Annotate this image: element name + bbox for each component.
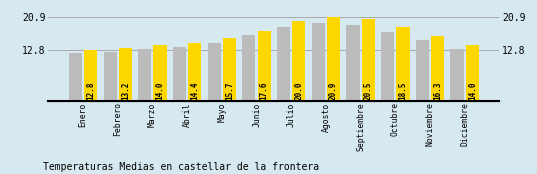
Bar	[104, 52, 117, 101]
Text: 17.6: 17.6	[260, 81, 268, 100]
Bar	[242, 35, 256, 101]
Text: 14.0: 14.0	[156, 81, 164, 100]
Text: 14.0: 14.0	[468, 81, 477, 100]
Bar	[431, 36, 444, 101]
Bar	[138, 49, 151, 101]
Text: 20.0: 20.0	[294, 81, 303, 100]
Bar	[258, 31, 271, 101]
Bar	[361, 19, 375, 101]
Bar	[451, 49, 463, 101]
Bar	[346, 25, 360, 101]
Bar	[416, 40, 429, 101]
Bar	[292, 21, 306, 101]
Bar	[466, 45, 479, 101]
Bar	[173, 47, 186, 101]
Bar	[208, 42, 221, 101]
Bar	[381, 32, 394, 101]
Bar	[277, 27, 290, 101]
Text: 12.8: 12.8	[86, 81, 95, 100]
Bar	[396, 27, 410, 101]
Text: 16.3: 16.3	[433, 81, 442, 100]
Text: 20.5: 20.5	[364, 81, 373, 100]
Bar	[188, 43, 201, 101]
Text: Temperaturas Medias en castellar de la frontera: Temperaturas Medias en castellar de la f…	[43, 162, 319, 172]
Text: 15.7: 15.7	[225, 81, 234, 100]
Text: 18.5: 18.5	[398, 81, 408, 100]
Bar	[119, 48, 132, 101]
Text: 20.9: 20.9	[329, 81, 338, 100]
Text: 14.4: 14.4	[190, 81, 199, 100]
Bar	[84, 50, 97, 101]
Bar	[311, 23, 325, 101]
Bar	[154, 45, 166, 101]
Bar	[69, 53, 82, 101]
Bar	[327, 17, 340, 101]
Bar	[223, 38, 236, 101]
Text: 13.2: 13.2	[121, 81, 130, 100]
